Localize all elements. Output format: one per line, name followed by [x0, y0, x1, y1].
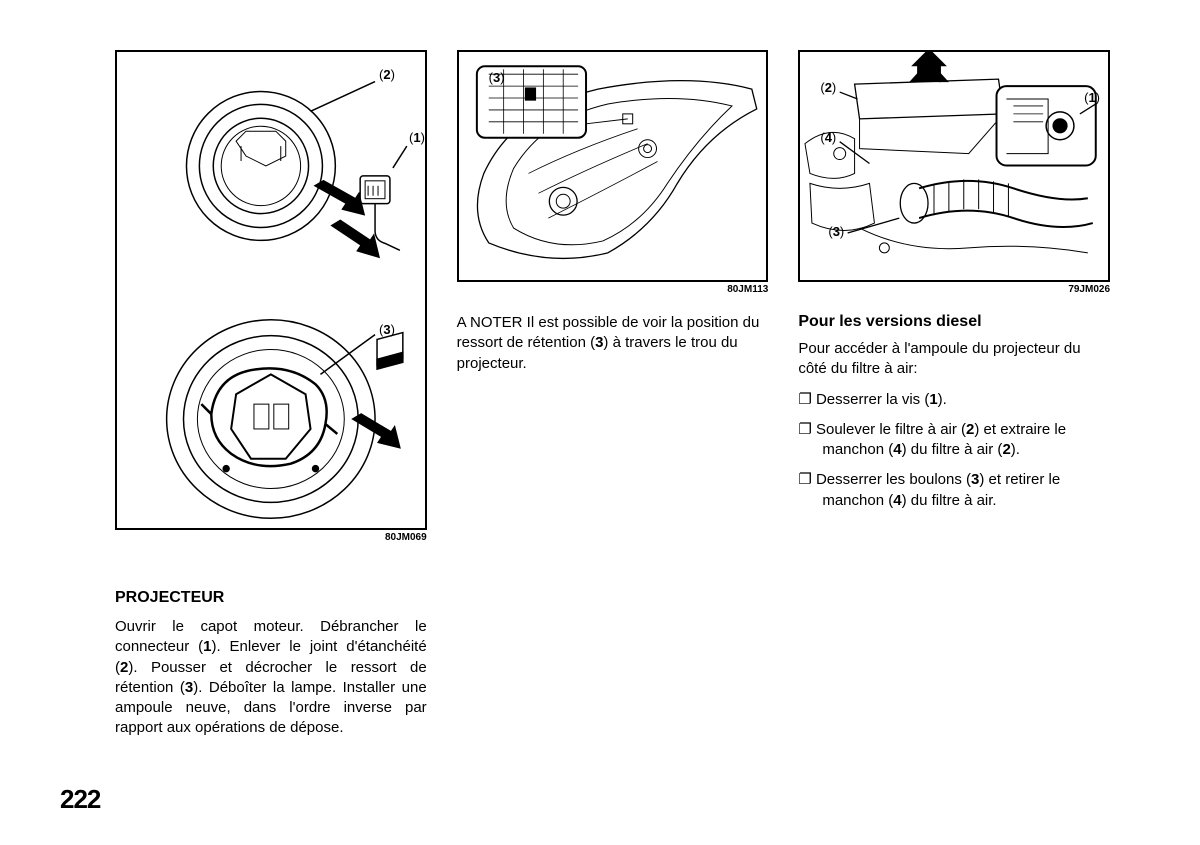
- page-number: 222: [60, 784, 100, 815]
- bullet-3: Desserrer les boulons (3) et retirer le …: [798, 470, 1110, 511]
- figure-1-svg: [117, 52, 425, 528]
- column-1: (2) (1) (3) 80JM069 PROJECTEUR Ouvrir le…: [115, 50, 427, 749]
- bullet-2: Soulever le filtre à air (2) et extraire…: [798, 420, 1110, 461]
- heading-projecteur: PROJECTEUR: [115, 589, 427, 607]
- page-columns: (2) (1) (3) 80JM069 PROJECTEUR Ouvrir le…: [115, 50, 1110, 749]
- figure-2-caption: 80JM113: [457, 284, 769, 295]
- figure-3-label-4: (4): [820, 130, 836, 145]
- heading-diesel: Pour les versions diesel: [798, 313, 1110, 331]
- figure-1: (2) (1) (3): [115, 50, 427, 530]
- column-2: (3) 80JM113 A NOTER Il est possible de v…: [457, 50, 769, 749]
- figure-1-label-2: (2): [379, 67, 395, 82]
- figure-3-label-2: (2): [820, 80, 836, 95]
- figure-2-label-3: (3): [489, 70, 505, 85]
- figure-2-svg: [459, 52, 767, 280]
- column-3: (2) (4) (3) (1) 79JM026 Pour les version…: [798, 50, 1110, 749]
- figure-3: (2) (4) (3) (1): [798, 50, 1110, 282]
- figure-1-caption: 80JM069: [115, 532, 427, 543]
- figure-3-label-1: (1): [1084, 90, 1100, 105]
- figure-2: (3): [457, 50, 769, 282]
- figure-3-caption: 79JM026: [798, 284, 1110, 295]
- figure-1-label-3: (3): [379, 322, 395, 337]
- paragraph-col1: Ouvrir le capot moteur. Débrancher le co…: [115, 617, 427, 739]
- figure-3-label-3: (3): [828, 224, 844, 239]
- bullet-list: Desserrer la vis (1). Soulever le filtre…: [798, 390, 1110, 511]
- figure-3-svg: [800, 52, 1108, 280]
- figure-1-label-1: (1): [409, 130, 425, 145]
- paragraph-col2: A NOTER Il est possible de voir la posit…: [457, 313, 769, 374]
- bullet-1: Desserrer la vis (1).: [798, 390, 1110, 410]
- paragraph-col3: Pour accéder à l'ampoule du projecteur d…: [798, 339, 1110, 380]
